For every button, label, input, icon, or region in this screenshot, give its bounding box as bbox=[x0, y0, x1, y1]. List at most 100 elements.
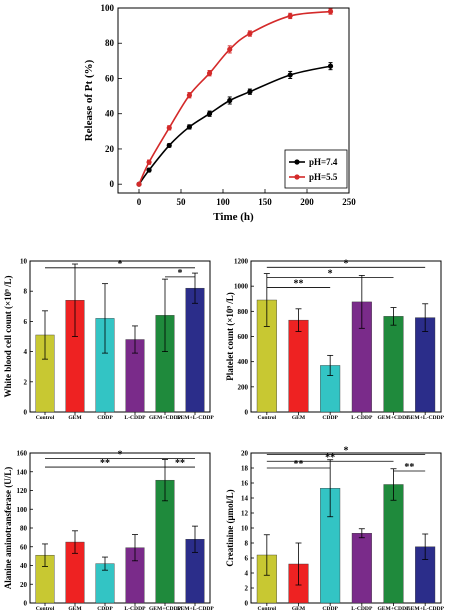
significance-label: ** bbox=[404, 462, 414, 473]
y-tick-label: 8 bbox=[245, 540, 249, 548]
y-tick-label: 160 bbox=[17, 450, 28, 458]
data-point bbox=[166, 125, 172, 131]
y-tick-label: 2 bbox=[24, 378, 28, 386]
significance-label: ** bbox=[100, 458, 110, 469]
y-tick-label: 6 bbox=[245, 555, 249, 563]
x-tick-label: 150 bbox=[258, 197, 272, 207]
bar-chart-1: 0 2 4 6 8 10 White blood cell count (×10⁹ /L) C… bbox=[3, 258, 214, 422]
plot-frame bbox=[29, 260, 211, 413]
bar bbox=[383, 484, 404, 604]
plot-frame bbox=[117, 7, 350, 194]
x-category-label: Control bbox=[258, 415, 277, 421]
significance-label: * bbox=[118, 259, 123, 270]
x-category-label: CDDP bbox=[322, 606, 338, 612]
y-tick-label: 200 bbox=[238, 383, 249, 391]
y-tick-label: 16 bbox=[241, 480, 249, 488]
x-category-label: Control bbox=[258, 606, 277, 612]
data-point bbox=[287, 13, 293, 19]
significance-label: * bbox=[328, 268, 333, 279]
y-axis-title: Creatinine (μmol/L) bbox=[225, 489, 235, 566]
x-category-label: L-CDDP bbox=[124, 415, 146, 421]
y-tick-label: 0 bbox=[245, 600, 249, 608]
y-tick-label: 0 bbox=[24, 409, 28, 417]
release-chart: 0 20 40 60 80 100 0 50 100 150 200 250 Time (h) Relea… bbox=[83, 3, 356, 223]
y-tick-label: 0 bbox=[245, 409, 249, 417]
x-category-label: GEM bbox=[292, 415, 306, 421]
data-point bbox=[227, 46, 233, 53]
y-tick-label: 18 bbox=[241, 465, 249, 473]
y-axis-title: Platelet count (×10⁹ /L) bbox=[225, 292, 235, 381]
y-tick-label: 1000 bbox=[234, 283, 249, 291]
bar-chart-3: 0 20 40 60 80 100 120 140 160 Alanine aminotransf… bbox=[3, 450, 214, 613]
y-tick-label: 8 bbox=[24, 288, 28, 296]
x-tick-label: 50 bbox=[177, 197, 187, 207]
plot-frame bbox=[29, 452, 211, 604]
legend-label: pH=7.4 bbox=[309, 157, 338, 167]
y-tick-label: 1200 bbox=[234, 258, 249, 266]
data-point bbox=[227, 97, 233, 104]
bar bbox=[288, 319, 309, 413]
bar bbox=[351, 533, 372, 604]
y-tick-label: 12 bbox=[241, 510, 249, 518]
y-tick-label: 20 bbox=[241, 450, 249, 458]
y-tick-label: 400 bbox=[238, 358, 249, 366]
data-point bbox=[186, 124, 192, 130]
y-axis-title: Release of Pt (%) bbox=[83, 59, 95, 141]
x-category-label: CDDP bbox=[322, 415, 338, 421]
bar-chart-4: 0 2 4 6 8 10 12 14 16 18 20 Creatinine (μmol/L) Cont… bbox=[225, 446, 445, 613]
x-axis-title: Time (h) bbox=[213, 211, 254, 223]
x-category-label: GEM+L-CDDP bbox=[406, 415, 444, 421]
x-category-label: Control bbox=[36, 415, 55, 421]
x-category-label: GEM+CDDP bbox=[149, 415, 182, 421]
data-point bbox=[206, 111, 213, 117]
data-point bbox=[146, 159, 152, 165]
y-tick-label: 20 bbox=[105, 144, 115, 154]
x-category-label: GEM bbox=[292, 606, 306, 612]
y-tick-label: 120 bbox=[17, 487, 28, 495]
x-category-label: GEM bbox=[68, 606, 82, 612]
data-point bbox=[287, 72, 293, 78]
x-tick-label: 0 bbox=[137, 197, 142, 207]
legend-marker bbox=[294, 174, 300, 180]
data-point bbox=[166, 142, 172, 149]
y-tick-label: 6 bbox=[24, 318, 28, 326]
significance-label: * bbox=[118, 450, 123, 461]
x-tick-label: 100 bbox=[216, 197, 230, 207]
y-tick-label: 40 bbox=[105, 109, 115, 119]
y-tick-label: 80 bbox=[20, 525, 28, 533]
data-point bbox=[247, 30, 253, 37]
bar-chart-2: 0 200 400 600 800 1000 1200 Platelet count (×10… bbox=[225, 258, 445, 422]
data-point bbox=[136, 181, 142, 187]
significance-label: * bbox=[178, 268, 183, 279]
y-tick-label: 20 bbox=[20, 581, 28, 589]
x-tick-label: 250 bbox=[342, 197, 356, 207]
x-category-label: GEM+L-CDDP bbox=[176, 606, 214, 612]
bar bbox=[383, 316, 404, 413]
data-point bbox=[327, 63, 334, 69]
x-category-label: GEM bbox=[68, 415, 82, 421]
significance-label: * bbox=[344, 258, 349, 269]
significance-label: ** bbox=[294, 459, 304, 470]
data-point bbox=[186, 92, 192, 98]
data-point bbox=[206, 70, 213, 76]
x-category-label: CDDP bbox=[97, 606, 113, 612]
significance-label: * bbox=[344, 446, 349, 457]
y-tick-label: 600 bbox=[238, 333, 249, 341]
plot-frame bbox=[250, 260, 442, 413]
significance-label: ** bbox=[175, 458, 185, 469]
x-tick-label: 200 bbox=[300, 197, 314, 207]
y-tick-label: 60 bbox=[105, 73, 115, 83]
data-point bbox=[247, 89, 253, 95]
y-tick-label: 0 bbox=[110, 179, 115, 189]
x-category-label: L-CDDP bbox=[124, 606, 146, 612]
legend-box bbox=[284, 149, 348, 189]
y-tick-label: 40 bbox=[20, 562, 28, 570]
significance-label: ** bbox=[325, 452, 335, 463]
x-category-label: GEM+L-CDDP bbox=[176, 415, 214, 421]
y-tick-label: 10 bbox=[20, 258, 28, 266]
y-tick-label: 2 bbox=[245, 585, 249, 593]
y-axis-title: Alanine aminotransferase (U/L) bbox=[3, 467, 13, 590]
data-point bbox=[327, 8, 334, 15]
x-category-label: GEM+CDDP bbox=[377, 415, 410, 421]
